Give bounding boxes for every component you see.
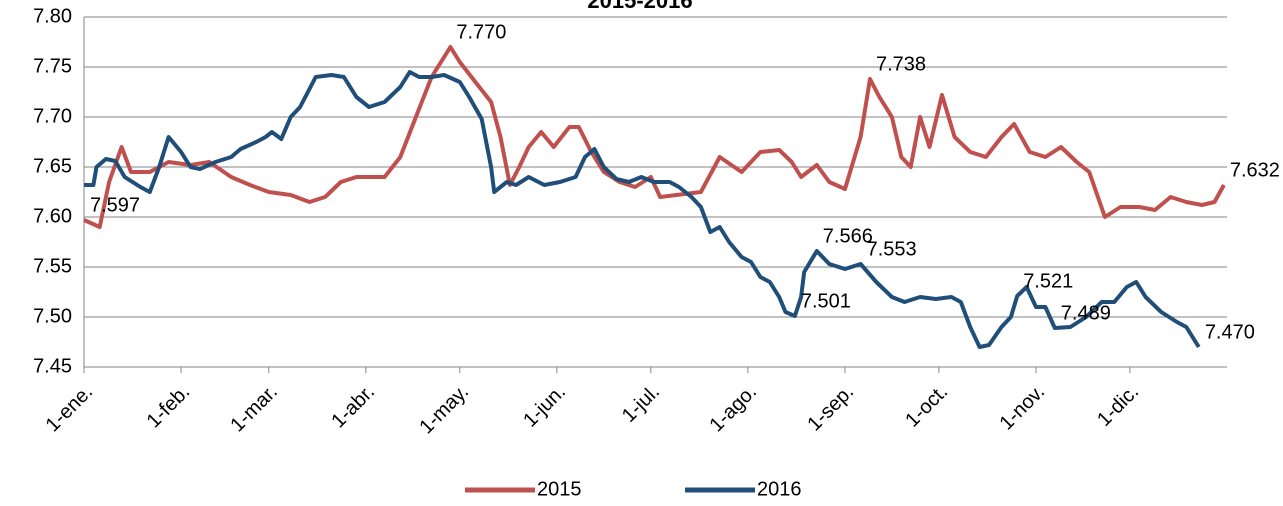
legend-label: 2015 <box>537 478 582 500</box>
data-label: 7.632 <box>1230 159 1280 181</box>
data-label: 7.597 <box>90 194 140 216</box>
y-tick-label: 7.55 <box>33 255 72 277</box>
data-label: 7.566 <box>823 225 873 247</box>
data-label: 7.553 <box>867 238 917 260</box>
legend-label: 2016 <box>757 478 802 500</box>
y-tick-label: 7.80 <box>33 5 72 27</box>
series-line <box>83 45 1226 229</box>
x-tick-label: 1-jul. <box>618 381 664 427</box>
data-label: 7.489 <box>1061 302 1111 324</box>
chart-title: 2015-2016 <box>587 0 692 13</box>
data-label: 7.521 <box>1023 270 1073 292</box>
y-tick-label: 7.45 <box>33 355 72 377</box>
y-tick-label: 7.60 <box>33 205 72 227</box>
data-label: 7.470 <box>1205 321 1255 343</box>
y-tick-label: 7.65 <box>33 155 72 177</box>
y-tick-label: 7.70 <box>33 105 72 127</box>
x-tick-label: 1-nov. <box>995 381 1049 435</box>
x-tick-label: 1-may. <box>415 381 473 439</box>
x-tick-label: 1-jun. <box>519 381 570 432</box>
x-tick-label: 1-mar. <box>226 381 282 437</box>
data-label: 7.770 <box>456 21 506 43</box>
x-tick-label: 1-feb. <box>143 381 195 433</box>
data-label: 7.501 <box>801 290 851 312</box>
x-tick-label: 1-ago. <box>705 381 761 437</box>
x-tick-label: 1-abr. <box>327 381 379 433</box>
y-tick-label: 7.75 <box>33 55 72 77</box>
data-label: 7.738 <box>876 53 926 75</box>
x-tick-label: 1-ene. <box>42 381 98 437</box>
series-line <box>84 70 1201 349</box>
x-tick-label: 1-sep. <box>803 381 858 436</box>
x-tick-label: 1-dic. <box>1093 381 1143 431</box>
y-tick-label: 7.50 <box>33 305 72 327</box>
x-tick-label: 1-oct. <box>901 381 952 432</box>
